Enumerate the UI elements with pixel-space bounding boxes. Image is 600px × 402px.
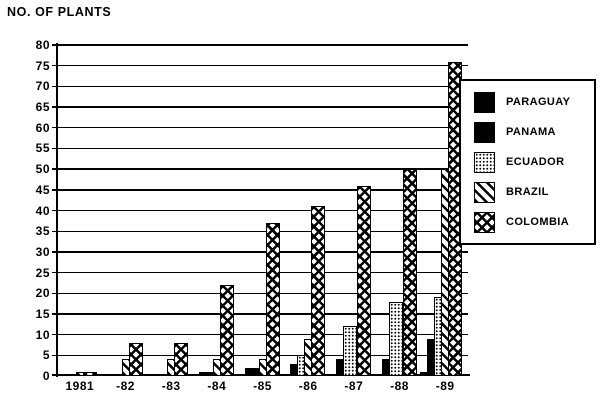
gridline (52, 313, 468, 315)
legend-item: BRAZIL (474, 181, 594, 203)
x-tick-label: -89 (435, 379, 455, 393)
bar-colombia (128, 342, 143, 376)
y-tick-label: 60 (35, 120, 50, 135)
bar-ecuador (388, 301, 403, 376)
y-tick-label: 0 (42, 369, 50, 383)
legend-label: COLOMBIA (506, 216, 570, 228)
x-axis-tick-labels: 1981 -82 -83 -84 -85 -86 -87 -88 -89 (57, 379, 468, 397)
x-tick-label: -88 (390, 379, 409, 393)
gridline (52, 251, 468, 253)
legend-item: COLOMBIA (474, 211, 594, 233)
y-tick-label: 10 (35, 327, 50, 342)
y-tick-label: 45 (35, 182, 50, 197)
y-tick-label: 50 (35, 162, 50, 177)
y-tick-label: 20 (35, 286, 50, 301)
bar-panama (244, 367, 259, 376)
bar-colombia (82, 371, 97, 376)
x-tick-label: -84 (207, 379, 227, 393)
chart-title: NO. OF PLANTS (7, 5, 112, 19)
legend-item: PANAMA (474, 121, 594, 143)
gridline (52, 127, 468, 129)
bar-colombia (448, 61, 463, 376)
gridline (52, 44, 468, 46)
gridline (52, 333, 468, 336)
legend-swatch-colombia (474, 211, 495, 233)
gridline (52, 168, 468, 170)
x-tick-label: -87 (344, 379, 364, 393)
gridline (52, 65, 468, 67)
y-tick-label: 80 (35, 38, 50, 52)
legend-label: PANAMA (506, 126, 556, 138)
x-tick-label: -85 (253, 379, 272, 393)
x-tick-label: -82 (116, 379, 135, 393)
legend-swatch-panama (474, 121, 495, 143)
gridline (52, 147, 468, 150)
legend: PARAGUAY PANAMA ECUADOR BRAZIL COLOMBIA (459, 79, 596, 245)
gridline (52, 85, 468, 88)
bar-colombia (402, 169, 417, 376)
bar-colombia (174, 342, 189, 376)
x-tick-label: 1981 (65, 379, 95, 393)
y-tick-label: 75 (35, 58, 50, 73)
y-axis-tick-labels: 0 5 10 15 20 25 30 35 40 45 50 55 60 65 70 75 80 (0, 38, 50, 383)
legend-label: ECUADOR (506, 156, 565, 168)
gridline (52, 189, 468, 191)
gridline (52, 292, 468, 294)
legend-label: PARAGUAY (506, 96, 571, 108)
gridline (52, 354, 468, 357)
bar-colombia (219, 284, 234, 376)
legend-swatch-paraguay (474, 91, 495, 113)
y-tick-label: 70 (35, 79, 50, 94)
bar-ecuador (342, 326, 357, 376)
x-tick-label: -83 (161, 379, 181, 393)
bar-colombia (356, 185, 371, 376)
bar-panama (198, 371, 213, 376)
legend-item: ECUADOR (474, 151, 594, 173)
y-tick-label: 55 (35, 141, 50, 156)
bar-colombia (311, 206, 326, 376)
legend-label: BRAZIL (506, 186, 549, 198)
gridline (52, 209, 468, 212)
x-tick-label: -86 (298, 379, 318, 393)
gridline (52, 106, 468, 108)
y-tick-label: 35 (35, 224, 50, 239)
legend-item: PARAGUAY (474, 91, 594, 113)
bar-colombia (265, 222, 280, 376)
gridline (52, 271, 468, 274)
gridline (52, 230, 468, 232)
y-tick-label: 65 (35, 100, 50, 115)
plot-area (52, 44, 468, 376)
y-tick-label: 5 (42, 348, 50, 363)
y-tick-label: 25 (35, 265, 50, 280)
legend-swatch-ecuador (474, 151, 495, 173)
y-tick-label: 15 (35, 306, 50, 321)
legend-swatch-brazil (474, 181, 495, 203)
y-tick-label: 30 (35, 244, 50, 259)
y-tick-label: 40 (35, 203, 50, 218)
